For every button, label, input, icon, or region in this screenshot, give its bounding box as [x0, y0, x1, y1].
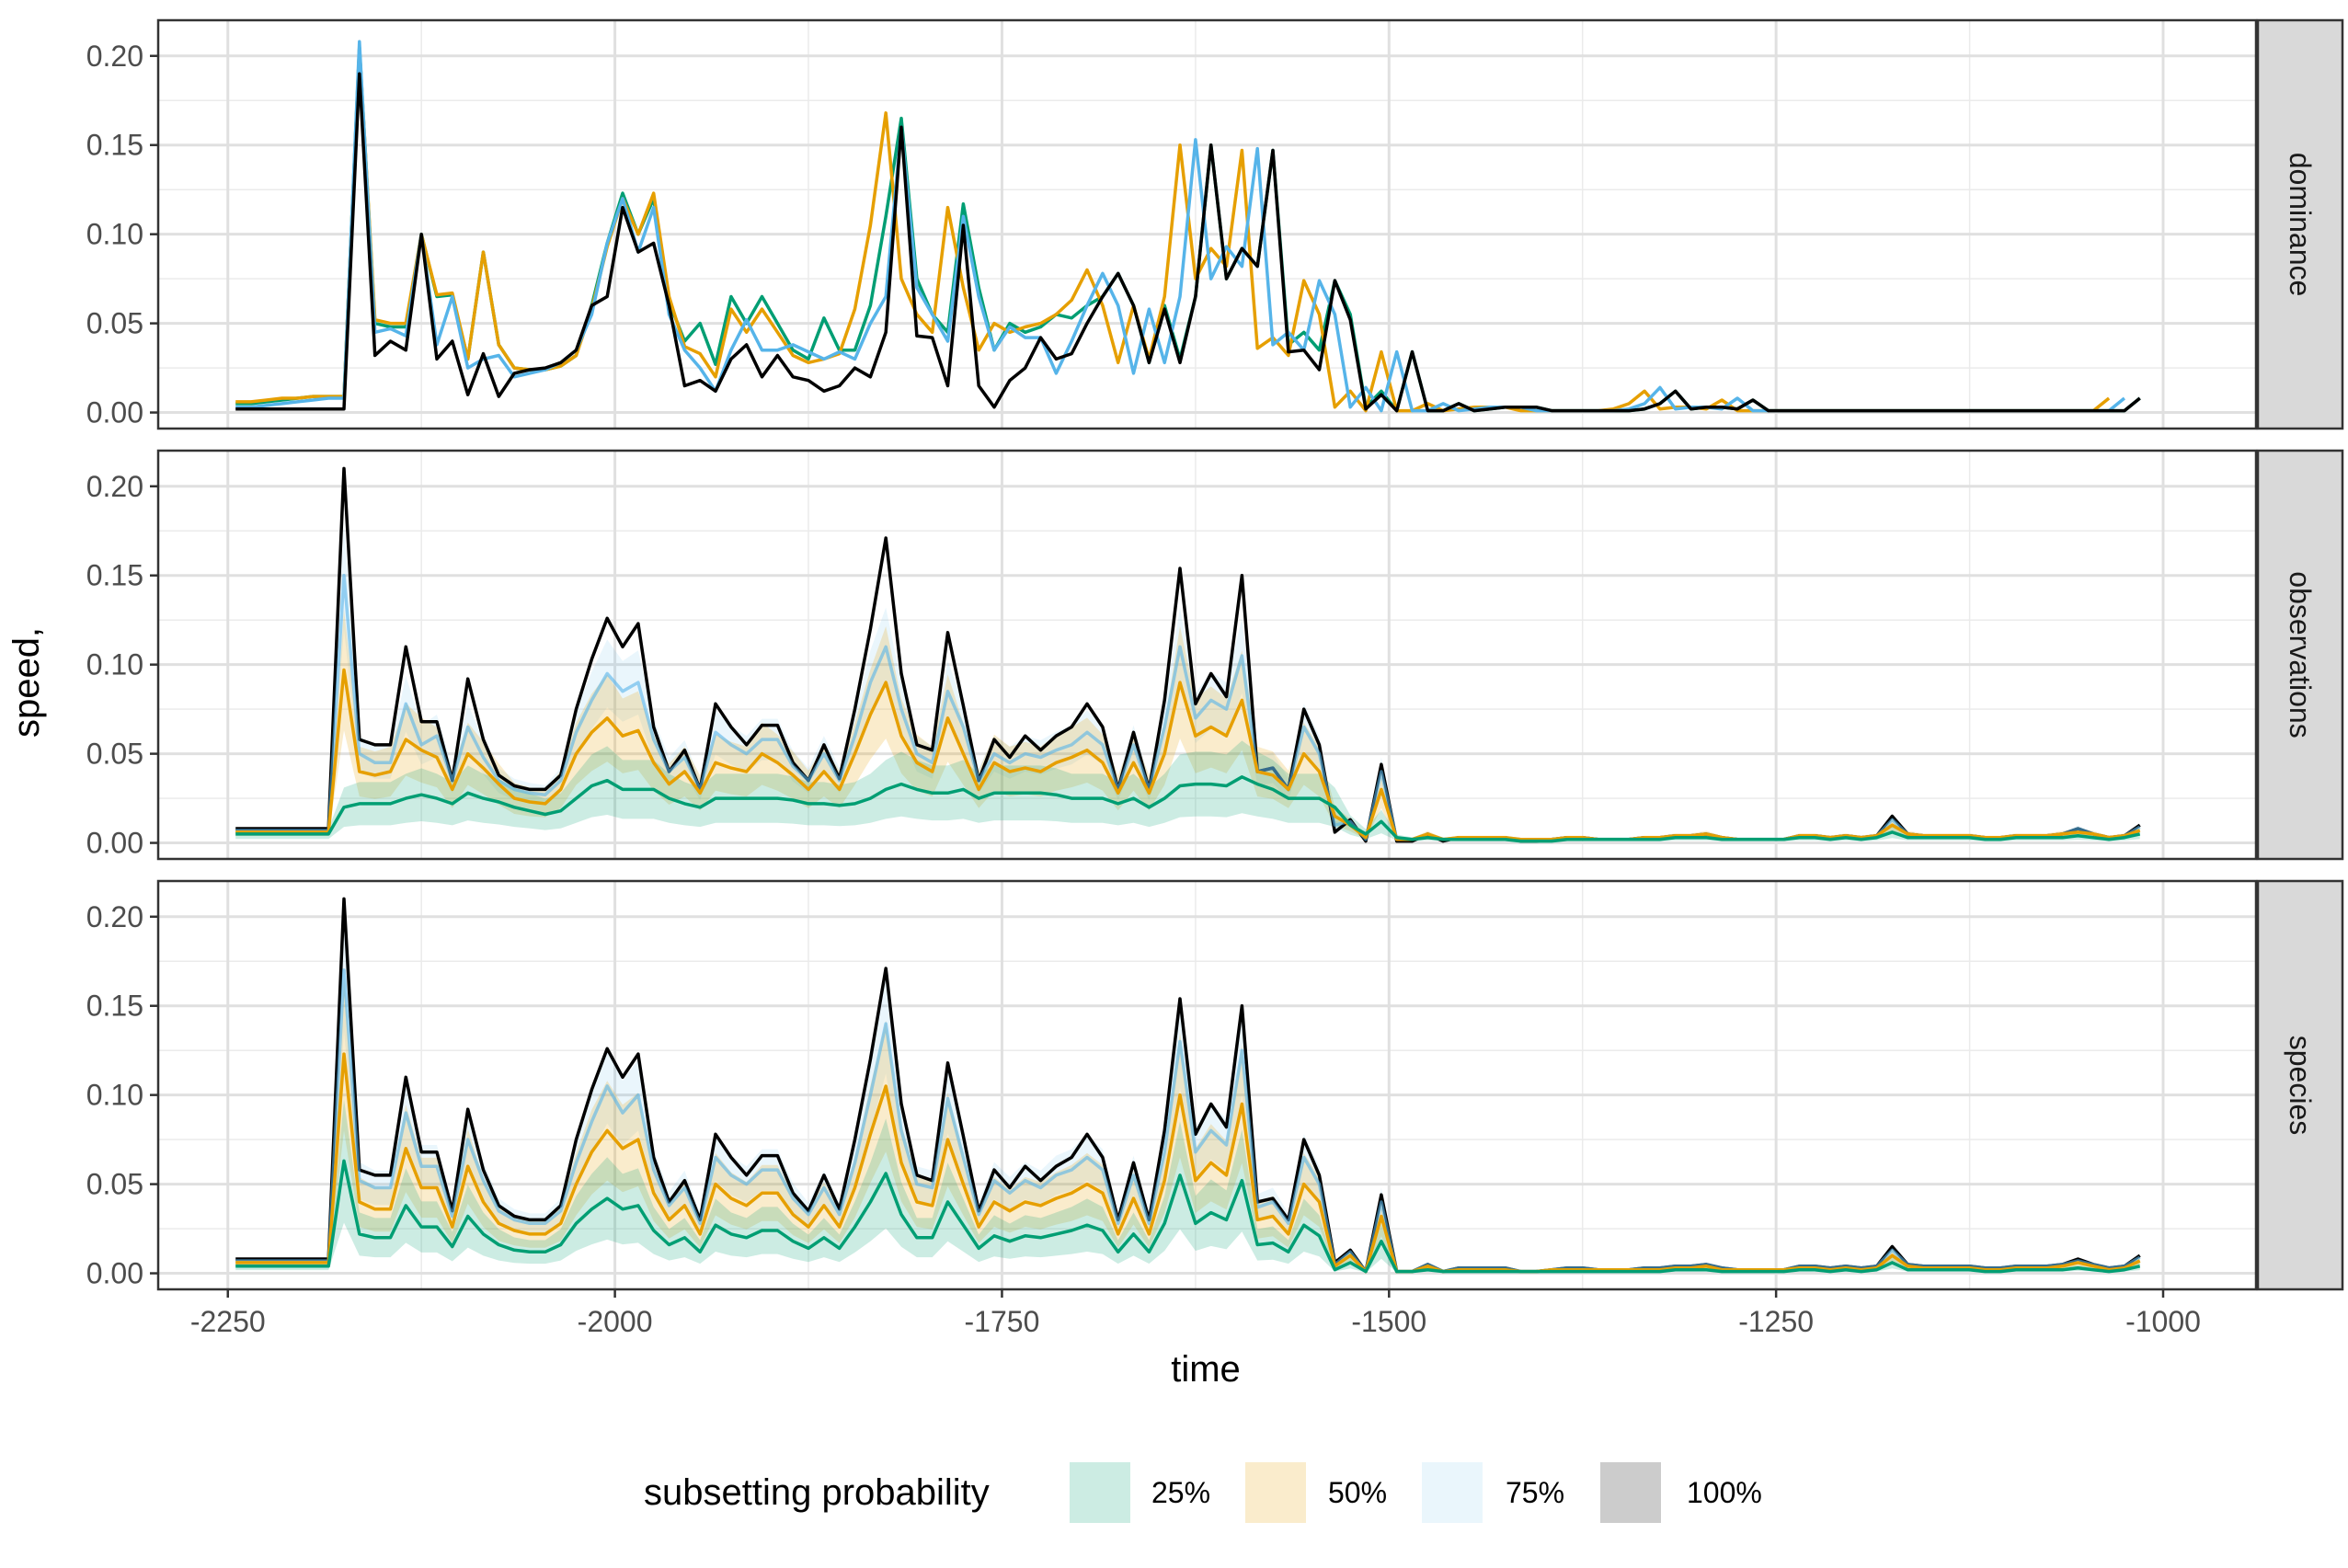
y-tick-label: 0.00 — [86, 827, 143, 860]
legend-swatch — [1245, 1462, 1306, 1523]
strip-background — [2256, 18, 2344, 430]
legend-item-25pct: 25% — [1070, 1462, 1210, 1523]
y-tick-label: 0.20 — [86, 470, 143, 503]
y-tick-label: 0.00 — [86, 1257, 143, 1290]
y-tick-label: 0.20 — [86, 900, 143, 933]
series-line-species-50pct — [235, 1052, 2141, 1274]
y-tick-label: 0.10 — [86, 1079, 143, 1112]
strip-background — [2256, 449, 2344, 861]
y-tick-label: 0.15 — [86, 559, 143, 592]
legend: subsetting probability 25% 50% 75% 100% — [644, 1462, 1762, 1523]
y-tick-label: 0.00 — [86, 396, 143, 429]
series-line-dominance-100pct — [235, 72, 2141, 413]
legend-title: subsetting probability — [644, 1472, 990, 1513]
panel-border — [156, 879, 2258, 1291]
x-tick-label: -1250 — [1738, 1305, 1814, 1338]
strip-label-species: species — [2284, 1036, 2317, 1136]
legend-key-background — [1245, 1462, 1306, 1523]
legend-item-50pct: 50% — [1245, 1462, 1387, 1523]
legend-label: 75% — [1506, 1476, 1564, 1509]
legend-swatch — [1422, 1462, 1483, 1523]
strip-background — [2256, 879, 2344, 1291]
series-line-species-25pct — [235, 1159, 2141, 1274]
y-tick-label: 0.15 — [86, 129, 143, 162]
panel-dominance: dominance — [156, 18, 2344, 430]
legend-label: 25% — [1151, 1476, 1210, 1509]
strip-label-observations: observations — [2284, 571, 2317, 738]
x-tick-label: -2000 — [578, 1305, 653, 1338]
y-tick-label: 0.15 — [86, 990, 143, 1023]
legend-label: 50% — [1328, 1476, 1387, 1509]
panels-layer: dominance observations species — [156, 18, 2344, 1291]
x-tick-label: -2250 — [190, 1305, 266, 1338]
legend-key-background — [1422, 1462, 1483, 1523]
strip-label-dominance: dominance — [2284, 153, 2317, 297]
panel-observations: observations — [156, 449, 2344, 861]
legend-label: 100% — [1687, 1476, 1762, 1509]
legend-item-75pct: 75% — [1422, 1462, 1564, 1523]
x-tick-label: -1500 — [1351, 1305, 1426, 1338]
y-tick-label: 0.20 — [86, 40, 143, 73]
y-tick-label: 0.05 — [86, 307, 143, 340]
series-line-observations-50pct — [235, 668, 2141, 841]
y-tick-label: 0.05 — [86, 1168, 143, 1201]
series-line-observations-25pct — [235, 775, 2141, 843]
legend-key-background — [1600, 1462, 1661, 1523]
panel-border — [156, 449, 2258, 861]
legend-swatch — [1600, 1462, 1661, 1523]
ribbon-observations-25pct — [235, 740, 2140, 842]
panel-background — [158, 881, 2256, 1289]
legend-swatch — [1070, 1462, 1130, 1523]
ribbon-observations-50pct — [235, 609, 2140, 841]
panel-species: species — [156, 879, 2344, 1291]
x-tick-label: -1000 — [2125, 1305, 2201, 1338]
series-line-species-75pct — [235, 968, 2141, 1274]
y-tick-label: 0.10 — [86, 218, 143, 251]
y-axis-title: speed, — [6, 627, 47, 738]
y-tick-label: 0.05 — [86, 738, 143, 771]
x-axis-title: time — [1171, 1349, 1241, 1390]
legend-key-background — [1070, 1462, 1130, 1523]
legend-item-100pct: 100% — [1600, 1462, 1762, 1523]
axes-layer: 0.00 0.05 0.10 0.15 0.20 0.00 0.05 0.10 0.15 0.20… — [86, 40, 2201, 1338]
x-tick-label: -1750 — [965, 1305, 1040, 1338]
y-tick-label: 0.10 — [86, 648, 143, 681]
panel-border — [156, 18, 2258, 430]
